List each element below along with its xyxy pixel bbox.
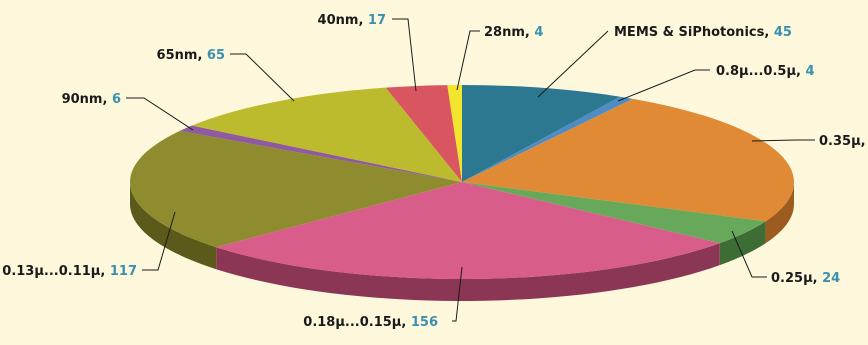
leader-line xyxy=(126,97,194,131)
label-0-25u: 0.25µ, 24 xyxy=(731,230,840,286)
slice-label: 0.25µ, 24 xyxy=(771,271,840,286)
pie-slice-90nm xyxy=(179,125,462,182)
slice-value: 6 xyxy=(112,92,121,107)
pie-top-faces xyxy=(130,84,794,279)
label-28nm: 28nm, 4 xyxy=(456,25,543,91)
label-separator: , xyxy=(764,25,773,40)
label-0-13u-0-11u: 0.13µ...0.11µ, 117 xyxy=(2,211,176,279)
leader-line xyxy=(230,53,295,102)
slice-value: 17 xyxy=(368,13,386,28)
slice-value: 117 xyxy=(110,264,137,279)
leader-line xyxy=(731,230,767,278)
label-separator: , xyxy=(102,92,111,107)
slice-name: 0.25µ xyxy=(771,271,813,286)
label-separator: , xyxy=(525,25,534,40)
label-separator: , xyxy=(813,271,822,286)
pie-slice-0-8u-0-5u xyxy=(462,96,633,182)
pie-side-0-13u-0-11u xyxy=(130,182,217,270)
label-mems-siphotonics: MEMS & SiPhotonics, 45 xyxy=(537,25,792,98)
leader-line xyxy=(617,69,710,102)
slice-label: 28nm, 4 xyxy=(484,25,543,40)
slice-value: 156 xyxy=(411,315,438,330)
label-65nm: 65nm, 65 xyxy=(157,48,295,102)
slice-name: 65nm xyxy=(157,48,198,63)
label-separator: , xyxy=(358,13,367,28)
leader-line xyxy=(452,266,463,322)
pie-slice-28nm xyxy=(447,84,462,182)
slice-name: 0.18µ...0.15µ xyxy=(303,315,402,330)
slice-label: 90nm, 6 xyxy=(62,92,121,107)
label-0-18u-0-15u: 0.18µ...0.15µ, 156 xyxy=(303,266,463,330)
slice-name: 90nm xyxy=(62,92,103,107)
leader-line xyxy=(142,211,176,271)
label-90nm: 90nm, 6 xyxy=(62,92,194,131)
pie-slice-0-13u-0-11u xyxy=(130,130,462,248)
slice-name: 0.35µ xyxy=(819,134,861,149)
slice-name: 0.8µ...0.5µ xyxy=(716,64,796,79)
slice-label: MEMS & SiPhotonics, 45 xyxy=(614,25,792,40)
pie-slice-mems-siphotonics xyxy=(462,85,621,182)
pie-slice-0-25u xyxy=(462,182,766,244)
slice-value: 4 xyxy=(534,25,543,40)
pie-side-0-18u-0-15u xyxy=(216,243,720,301)
label-separator: , xyxy=(100,264,109,279)
leader-line xyxy=(456,30,480,91)
data-labels: MEMS & SiPhotonics, 45 0.8µ...0.5µ, 4 0.35… xyxy=(2,13,868,330)
slice-value: 4 xyxy=(805,64,814,79)
slice-name: MEMS & SiPhotonics xyxy=(614,25,765,40)
pie-side-walls xyxy=(130,182,794,301)
pie-side-0-25u xyxy=(719,221,766,266)
pie-side-0-35u xyxy=(765,182,794,244)
leader-line xyxy=(392,18,417,92)
label-separator: , xyxy=(401,315,410,330)
pie-slice-0-18u-0-15u xyxy=(216,182,720,279)
label-0-8u-0-5u: 0.8µ...0.5µ, 4 xyxy=(617,64,815,102)
slice-value: 45 xyxy=(774,25,792,40)
slice-name: 0.13µ...0.11µ xyxy=(2,264,101,279)
pie-slice-40nm xyxy=(385,85,462,182)
slice-label: 65nm, 65 xyxy=(157,48,225,63)
slice-label: 0.8µ...0.5µ, 4 xyxy=(716,64,815,79)
slice-label: 0.35µ, 131 xyxy=(819,134,868,149)
slice-value: 65 xyxy=(207,48,225,63)
leader-line xyxy=(751,139,815,142)
pie-slice-65nm xyxy=(192,87,462,182)
pie-slice-0-35u xyxy=(462,98,794,222)
leader-line xyxy=(537,30,609,98)
slice-name: 40nm xyxy=(318,13,359,28)
label-separator: , xyxy=(861,134,868,149)
slice-label: 40nm, 17 xyxy=(318,13,386,28)
label-separator: , xyxy=(197,48,206,63)
slice-value: 24 xyxy=(822,271,840,286)
slice-label: 0.18µ...0.15µ, 156 xyxy=(303,315,438,330)
label-separator: , xyxy=(796,64,805,79)
label-0-35u: 0.35µ, 131 xyxy=(751,134,868,149)
label-40nm: 40nm, 17 xyxy=(318,13,417,92)
slice-label: 0.13µ...0.11µ, 117 xyxy=(2,264,137,279)
slice-name: 28nm xyxy=(484,25,525,40)
